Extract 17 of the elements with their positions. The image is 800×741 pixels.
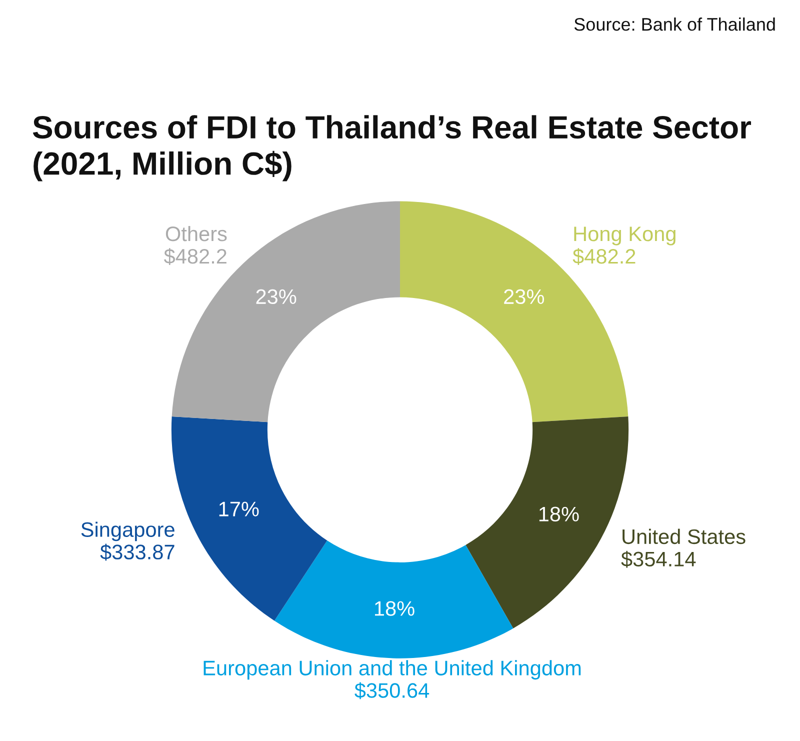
text: 23% (256, 289, 296, 304)
slice-label: European Union and the United Kingdom (204, 660, 581, 680)
data-label: $482.2 (164, 248, 226, 265)
slice-label: Singapore (81, 522, 174, 542)
text: 17% (219, 502, 259, 516)
text: 18% (375, 601, 414, 616)
slice-label: Others (166, 226, 227, 242)
chart-title: Sources of FDI to Thailand’s Real Estate Sector (2021, Million C$) (32, 115, 752, 182)
data-label: $354.14 (621, 550, 696, 568)
slice-label: United States (622, 528, 746, 544)
data-label: $350.64 (354, 682, 430, 700)
source-note: Source: Bank of Thailand (574, 18, 775, 31)
data-label: $333.87 (100, 544, 174, 561)
text: 18% (539, 506, 579, 522)
slice-label: Hong Kong (574, 226, 676, 246)
text: 23% (504, 289, 544, 304)
data-label: $482.2 (572, 248, 636, 265)
